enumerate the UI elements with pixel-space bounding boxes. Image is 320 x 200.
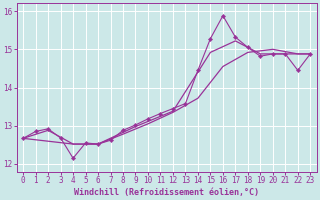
X-axis label: Windchill (Refroidissement éolien,°C): Windchill (Refroidissement éolien,°C)	[74, 188, 259, 197]
